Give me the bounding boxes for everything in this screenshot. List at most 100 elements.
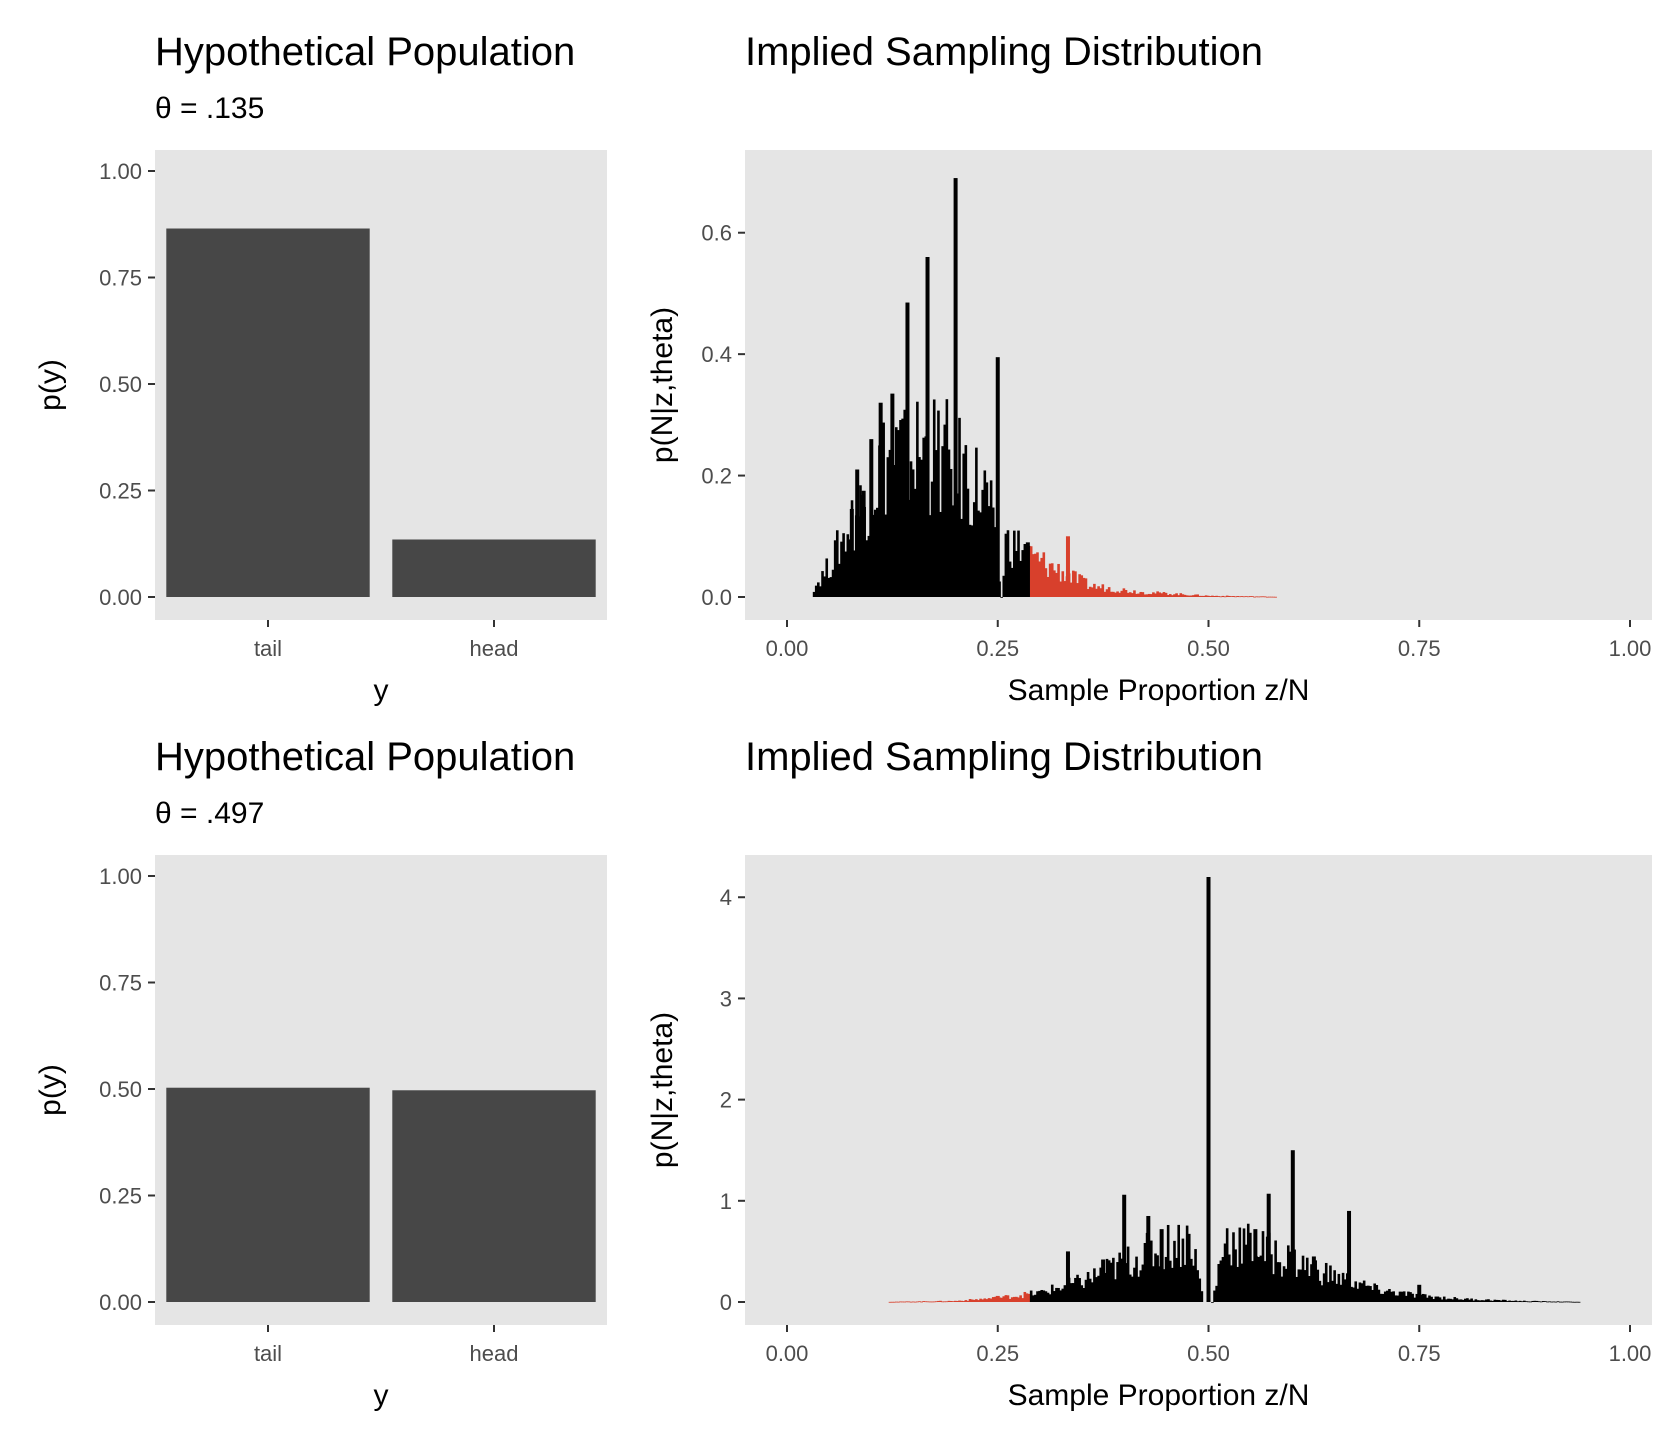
- x-tick-label: head: [470, 636, 519, 661]
- sample-bar-peak: [855, 469, 860, 597]
- sample-bar: [1072, 1283, 1075, 1302]
- sample-bar: [1164, 1256, 1168, 1302]
- sample-bar-peak: [1065, 1251, 1070, 1302]
- sample-bar: [1031, 1295, 1035, 1302]
- sample-bar: [981, 489, 984, 597]
- sample-bar: [1114, 592, 1117, 597]
- sample-bar: [1455, 1298, 1459, 1302]
- sample-bar: [1141, 1264, 1145, 1302]
- sample-bar: [1318, 1280, 1322, 1302]
- sample-bar: [897, 1301, 900, 1303]
- sample-bar: [1251, 596, 1254, 597]
- sample-bar: [1187, 1233, 1191, 1302]
- sample-bar: [930, 1301, 934, 1303]
- sample-bar-peak: [878, 402, 883, 597]
- sample-bar: [1373, 1283, 1376, 1302]
- y-tick-label: 1.00: [99, 159, 142, 184]
- sample-bar: [1234, 596, 1237, 598]
- sample-bar: [947, 1300, 951, 1302]
- sample-bar: [1289, 1251, 1292, 1302]
- sample-bar: [1476, 1300, 1480, 1302]
- y-axis-title: p(N|z,theta): [646, 1012, 679, 1168]
- sample-bar: [1192, 595, 1195, 597]
- sample-bar: [918, 1301, 921, 1303]
- sample-bar: [979, 1298, 982, 1302]
- sample-bar-peak: [1146, 1215, 1151, 1302]
- sample-bar: [954, 1300, 957, 1302]
- sample-bar-peak: [905, 302, 910, 597]
- sample-bar: [819, 586, 822, 597]
- sample-bar: [829, 577, 833, 597]
- y-tick-label: 2: [720, 1088, 732, 1113]
- sample-bar: [892, 1301, 896, 1303]
- sample-bar: [1059, 581, 1062, 597]
- sample-bar-peak: [1347, 1210, 1352, 1302]
- sample-bar: [1421, 1293, 1425, 1302]
- sample-bar: [1074, 1277, 1077, 1302]
- sample-bar: [1198, 595, 1202, 597]
- sample-bar: [888, 449, 892, 597]
- sample-bar: [1093, 583, 1096, 597]
- sample-bar: [1240, 1263, 1244, 1302]
- sample-bar: [1029, 1290, 1033, 1302]
- sample-bar: [1356, 1288, 1360, 1302]
- sample-bar: [1015, 550, 1018, 597]
- sample-bar: [989, 480, 993, 597]
- sample-bar: [907, 1301, 911, 1303]
- sample-bar: [935, 450, 938, 597]
- sample-bar: [1520, 1301, 1524, 1303]
- sample-bar: [1244, 1244, 1248, 1302]
- x-tick-label: 0.50: [1187, 636, 1230, 661]
- sample-bar: [1215, 1285, 1218, 1302]
- sample-bar: [1563, 1301, 1566, 1303]
- sample-bar: [1392, 1291, 1395, 1302]
- sample-bar: [924, 1301, 928, 1303]
- sample-bar: [903, 1301, 907, 1303]
- sample-bar: [1103, 591, 1107, 597]
- sample-bar: [1457, 1299, 1461, 1302]
- sample-bar: [1386, 1290, 1389, 1302]
- sample-bar: [1320, 1285, 1324, 1302]
- chart-subtitle: θ = .497: [155, 797, 265, 830]
- sample-bar: [1050, 1284, 1054, 1302]
- sample-bar: [1533, 1300, 1537, 1302]
- sample-bar: [1109, 591, 1113, 597]
- sample-bar: [1135, 1256, 1138, 1302]
- sample-bar: [1510, 1300, 1513, 1302]
- sample-bar: [1185, 1225, 1189, 1302]
- sample-bar: [1329, 1265, 1332, 1302]
- sample-bar: [859, 485, 862, 597]
- sample-bar: [1569, 1301, 1572, 1303]
- sample-bar: [1482, 1300, 1486, 1302]
- sample-bar: [1286, 1245, 1290, 1302]
- sample-bar: [1227, 1254, 1231, 1302]
- sample-bar: [1398, 1291, 1402, 1302]
- sample-bar: [1053, 1291, 1056, 1302]
- sample-bar: [1225, 1228, 1229, 1302]
- sample-bar: [962, 453, 966, 597]
- sample-bar: [1031, 554, 1035, 597]
- sample-bar: [1432, 1299, 1436, 1302]
- sample-bar: [1162, 592, 1166, 597]
- sample-bar: [1004, 1295, 1008, 1302]
- sample-bar: [1308, 1276, 1311, 1302]
- sample-bar: [1360, 1283, 1364, 1302]
- sample-bar: [1284, 1268, 1288, 1302]
- sample-bar: [1575, 1301, 1579, 1303]
- sample-bar: [1426, 1297, 1429, 1302]
- sample-bar: [1411, 1293, 1414, 1302]
- sample-bar: [970, 525, 974, 597]
- sample-bar: [821, 571, 824, 597]
- sample-bar: [966, 488, 970, 597]
- sample-bar: [1548, 1301, 1551, 1303]
- x-axis-title: y: [374, 1379, 389, 1412]
- sample-bar: [1407, 1291, 1410, 1302]
- sample-bar: [958, 1300, 961, 1302]
- sample-bar: [1120, 1258, 1124, 1302]
- sample-bar: [1489, 1300, 1492, 1302]
- sample-bar: [1495, 1299, 1499, 1302]
- sample-bar: [1272, 596, 1275, 598]
- sample-bar: [1272, 1274, 1275, 1302]
- sample-bar-peak: [1065, 536, 1070, 597]
